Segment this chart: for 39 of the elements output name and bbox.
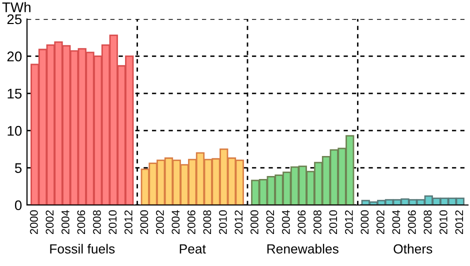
x-tick-label: 2004 (282, 210, 290, 234)
x-tick-label: 2000 (360, 210, 369, 234)
x-tick-label: 2006 (298, 210, 306, 234)
text: Renewables (267, 244, 338, 254)
x-tick-label: 2012 (124, 210, 132, 234)
x-tick-label: 2004 (392, 210, 400, 234)
x-tick-label: 2006 (408, 210, 416, 234)
y-tick-label: 5 (14, 163, 22, 173)
x-tick-label: 2004 (172, 210, 180, 234)
x-tick-label: 2012 (234, 210, 243, 234)
x-tick-label: 2010 (218, 210, 227, 234)
x-tick-label: 2006 (77, 210, 86, 234)
text: Fossil fuels (50, 244, 115, 254)
y-tick-label: 20 (7, 52, 22, 62)
x-tick-label: 2002 (266, 210, 274, 234)
x-tick-label: 2008 (203, 210, 212, 234)
x-tick-label: 2010 (329, 210, 338, 234)
x-tick-label: 2010 (108, 210, 117, 234)
x-tick-label: 2008 (424, 210, 432, 234)
x-tick-label: 2002 (376, 210, 384, 234)
text: Others (394, 244, 432, 254)
x-tick-label: 2002 (156, 210, 164, 234)
y-tick-label: 10 (8, 126, 22, 136)
x-tick-label: 2000 (30, 210, 38, 234)
y-tick-label: 0 (14, 200, 22, 210)
x-tick-label: 2004 (61, 210, 70, 234)
x-tick-label: 2000 (140, 210, 148, 234)
x-tick-label: 2006 (187, 210, 196, 234)
x-tick-label: 2002 (46, 210, 54, 234)
x-tick-label: 2000 (250, 210, 258, 234)
text: Peat (180, 244, 206, 254)
y-tick-label: 25 (7, 14, 22, 24)
x-tick-label: 2012 (455, 210, 464, 234)
x-tick-label: 2008 (313, 210, 322, 234)
x-tick-label: 2010 (439, 210, 448, 234)
y-tick-label: 15 (8, 88, 22, 99)
x-tick-label: 2008 (92, 210, 101, 234)
y-axis-title: TWh (2, 2, 30, 12)
x-tick-label: 2012 (344, 210, 353, 234)
